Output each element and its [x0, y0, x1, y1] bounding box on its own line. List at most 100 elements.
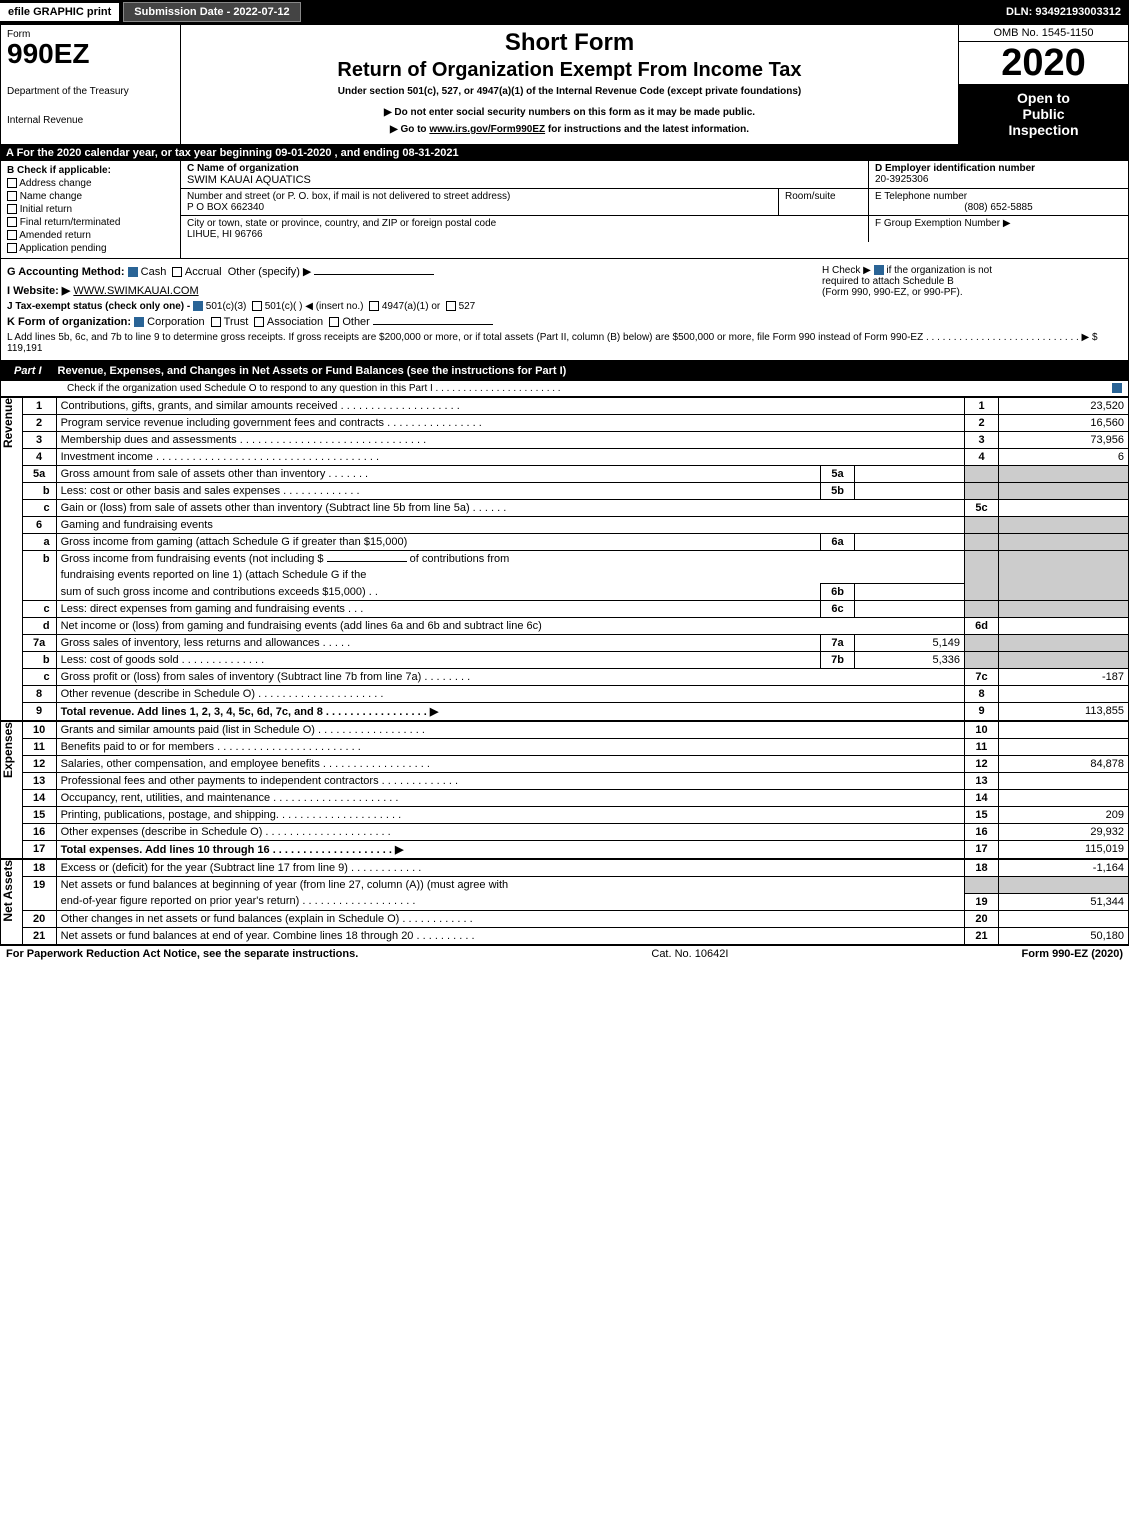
l20-amount	[999, 910, 1129, 927]
line-8: 8Other revenue (describe in Schedule O) …	[22, 686, 1128, 703]
l16-desc: Other expenses (describe in Schedule O) …	[56, 824, 964, 841]
line-2: 2Program service revenue including gover…	[22, 415, 1128, 432]
l20-rn: 20	[965, 910, 999, 927]
checkbox-association[interactable]	[254, 317, 264, 327]
l6b-bv	[855, 584, 965, 601]
l5a-a-shaded	[999, 466, 1129, 483]
l3-desc: Membership dues and assessments . . . . …	[56, 432, 964, 449]
l6b-d3: fundraising events reported on line 1) (…	[56, 567, 964, 584]
city-block: City or town, state or province, country…	[181, 216, 868, 242]
l2-amount: 16,560	[999, 415, 1129, 432]
l12-desc: Salaries, other compensation, and employ…	[56, 756, 964, 773]
l5a-rn-shaded	[965, 466, 999, 483]
line-7c: cGross profit or (loss) from sales of in…	[22, 669, 1128, 686]
checkbox-501c[interactable]	[252, 301, 262, 311]
revenue-section: Revenue 1Contributions, gifts, grants, a…	[0, 397, 1129, 721]
j-opt1: 501(c)(3)	[206, 301, 247, 312]
line-9: 9Total revenue. Add lines 1, 2, 3, 4, 5c…	[22, 703, 1128, 721]
checkbox-trust[interactable]	[211, 317, 221, 327]
irs-link[interactable]: www.irs.gov/Form990EZ	[429, 124, 545, 135]
l5c-rn: 5c	[965, 500, 999, 517]
part-i-header: Part I Revenue, Expenses, and Changes in…	[0, 361, 1129, 381]
checkbox-4947[interactable]	[369, 301, 379, 311]
checkbox-application-pending[interactable]: Application pending	[7, 243, 174, 254]
l1-rn: 1	[965, 398, 999, 415]
l7a-rn-shaded	[965, 635, 999, 652]
section-b: B Check if applicable: Address change Na…	[1, 161, 181, 258]
l13-rn: 13	[965, 773, 999, 790]
section-f-label: F Group Exemption Number ▶	[875, 218, 1122, 229]
form-number: 990EZ	[7, 40, 174, 68]
l6b-rn-shaded	[965, 551, 999, 601]
line-21: 21Net assets or fund balances at end of …	[22, 927, 1128, 944]
l5b-num: b	[22, 483, 56, 500]
g-other: Other (specify) ▶	[228, 266, 312, 278]
l6b-d1: Gross income from fundraising events (no…	[61, 553, 324, 565]
l6-desc: Gaming and fundraising events	[56, 517, 964, 534]
address-block: Number and street (or P. O. box, if mail…	[181, 189, 778, 215]
line-11: 11Benefits paid to or for members . . . …	[22, 739, 1128, 756]
l18-rn: 18	[965, 860, 999, 877]
checkbox-cash[interactable]	[128, 267, 138, 277]
h-line3: (Form 990, 990-EZ, or 990-PF).	[822, 287, 1122, 298]
line-13: 13Professional fees and other payments t…	[22, 773, 1128, 790]
checkbox-527[interactable]	[446, 301, 456, 311]
section-c: C Name of organization SWIM KAUAI AQUATI…	[181, 161, 868, 188]
phone-value: (808) 652-5885	[875, 202, 1122, 213]
checkbox-other[interactable]	[329, 317, 339, 327]
l5a-num: 5a	[22, 466, 56, 483]
l6c-rn-shaded	[965, 601, 999, 618]
netassets-side-label: Net Assets	[0, 859, 22, 945]
header-left: Form 990EZ Department of the Treasury In…	[1, 25, 181, 144]
form-header: Form 990EZ Department of the Treasury In…	[0, 24, 1129, 145]
l6b-blank[interactable]	[327, 561, 407, 562]
k-other-blank[interactable]	[373, 324, 493, 325]
expenses-table: 10Grants and similar amounts paid (list …	[22, 721, 1129, 859]
l15-num: 15	[22, 807, 56, 824]
line-16: 16Other expenses (describe in Schedule O…	[22, 824, 1128, 841]
l16-amount: 29,932	[999, 824, 1129, 841]
l9-amount: 113,855	[999, 703, 1129, 721]
j-opt2: 501(c)( ) ◀ (insert no.)	[265, 301, 364, 312]
l5b-desc: Less: cost or other basis and sales expe…	[56, 483, 820, 500]
l5c-num: c	[22, 500, 56, 517]
checkbox-final-return[interactable]: Final return/terminated	[7, 217, 174, 228]
j-label: J Tax-exempt status (check only one) -	[7, 301, 193, 312]
l9-desc-text: Total revenue. Add lines 1, 2, 3, 4, 5c,…	[61, 706, 439, 718]
line-6b-3: sum of such gross income and contributio…	[22, 584, 1128, 601]
website-value[interactable]: WWW.SWIMKAUAI.COM	[73, 285, 198, 297]
checkbox-corporation[interactable]	[134, 317, 144, 327]
submission-date-button[interactable]: Submission Date - 2022-07-12	[123, 2, 300, 22]
l7a-desc: Gross sales of inventory, less returns a…	[56, 635, 820, 652]
checkbox-501c3[interactable]	[193, 301, 203, 311]
checkbox-initial-return[interactable]: Initial return	[7, 204, 174, 215]
h-prefix: H Check ▶	[822, 265, 874, 276]
l11-rn: 11	[965, 739, 999, 756]
line-19-1: 19Net assets or fund balances at beginni…	[22, 877, 1128, 894]
k-label: K Form of organization:	[7, 316, 131, 328]
line-6b-2: fundraising events reported on line 1) (…	[22, 567, 1128, 584]
g-other-blank[interactable]	[314, 274, 434, 275]
line-18: 18Excess or (deficit) for the year (Subt…	[22, 860, 1128, 877]
open-to-public: Open to Public Inspection	[959, 84, 1128, 144]
l6b-d2: of contributions from	[410, 553, 510, 565]
netassets-vlabel: Net Assets	[1, 860, 15, 922]
l6-a-shaded	[999, 517, 1129, 534]
l12-amount: 84,878	[999, 756, 1129, 773]
checkbox-filled-icon[interactable]	[874, 265, 884, 275]
checkbox-schedule-o[interactable]	[1112, 383, 1122, 393]
dept-irs: Internal Revenue	[7, 115, 174, 126]
checkbox-name-change[interactable]: Name change	[7, 191, 174, 202]
checkbox-amended-return[interactable]: Amended return	[7, 230, 174, 241]
efile-print-label[interactable]: efile GRAPHIC print	[0, 3, 119, 21]
l6b-desc1: Gross income from fundraising events (no…	[56, 551, 964, 568]
l6c-desc: Less: direct expenses from gaming and fu…	[56, 601, 820, 618]
section-e: E Telephone number (808) 652-5885	[868, 189, 1128, 215]
checkbox-address-change[interactable]: Address change	[7, 178, 174, 189]
k-other: Other	[342, 316, 370, 328]
l11-desc: Benefits paid to or for members . . . . …	[56, 739, 964, 756]
l4-num: 4	[22, 449, 56, 466]
l6a-a-shaded	[999, 534, 1129, 551]
l18-amount: -1,164	[999, 860, 1129, 877]
checkbox-accrual[interactable]	[172, 267, 182, 277]
